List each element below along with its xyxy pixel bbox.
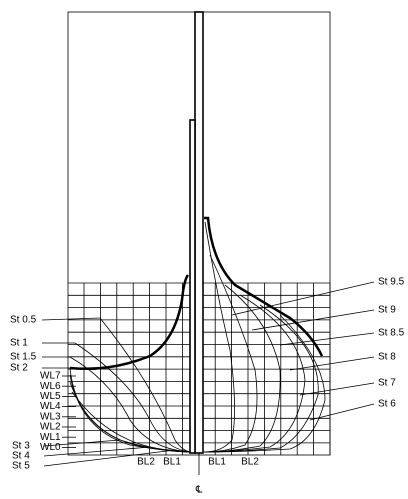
waterline-label: WL4 (40, 401, 61, 412)
left-sheer (69, 274, 190, 371)
waterline-label: WL1 (40, 432, 61, 443)
right-sheer (204, 216, 324, 357)
leader-line (251, 309, 375, 331)
left-stations (69, 317, 193, 453)
station-label: St 9.5 (378, 277, 405, 288)
buttock-label: BL2 (241, 457, 259, 468)
waterline-label: WL2 (40, 422, 61, 433)
station-label: St 1 (10, 338, 28, 349)
station-label: St 1.5 (10, 352, 37, 363)
station-label: St 3 (12, 441, 30, 452)
waterline-label: WL3 (40, 411, 61, 422)
leader-line (309, 403, 375, 421)
stem (194, 11, 204, 454)
station-label: St 8.5 (378, 328, 405, 339)
waterline-label: WL5 (40, 391, 61, 402)
station-label: St 5 (12, 461, 30, 472)
buttock-label: BL2 (137, 457, 155, 468)
waterline-label: WL0 (40, 442, 61, 453)
keel-post (189, 119, 196, 454)
leader-line (43, 439, 121, 447)
station-label: St 6 (378, 399, 396, 410)
waterline-label: WL6 (40, 381, 61, 392)
leader-line (279, 332, 375, 346)
leader-line (289, 356, 375, 371)
leader-line (231, 281, 375, 316)
buttock-label: BL1 (208, 457, 226, 468)
buttock-label: BL1 (163, 457, 181, 468)
leader-line (43, 449, 176, 467)
station-label: St 4 (12, 451, 30, 462)
station-label: St 7 (378, 378, 396, 389)
leader-line (41, 317, 101, 321)
centerline-symbol: ℄ (195, 485, 203, 496)
waterline-label: WL7 (40, 371, 61, 382)
right-stations (203, 221, 326, 453)
station-label: St 8 (378, 352, 396, 363)
station-label: St 0.5 (10, 315, 37, 326)
leader-line (299, 382, 375, 396)
station-label: St 2 (10, 363, 28, 374)
leader-line (43, 446, 151, 457)
labels: St 0.5St 1St 1.5St 2St 3St 4St 5WL7WL6WL… (10, 277, 405, 496)
station-label: St 9 (378, 305, 396, 316)
